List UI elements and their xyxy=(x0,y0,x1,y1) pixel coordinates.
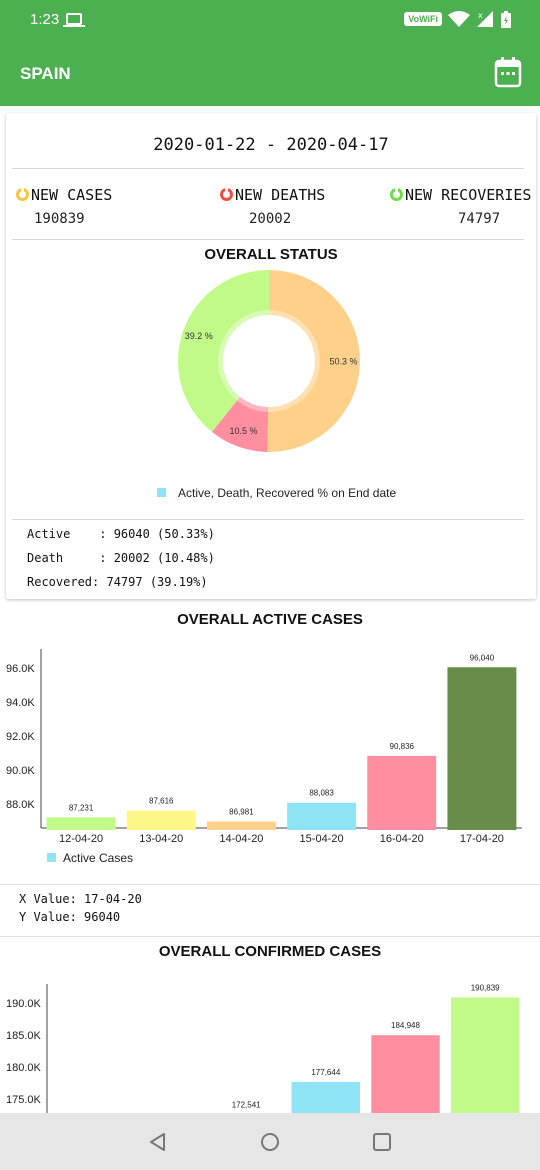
date-range[interactable]: 2020-01-22 - 2020-04-17 xyxy=(153,135,389,155)
back-icon[interactable] xyxy=(148,1132,168,1152)
pie-slice-active xyxy=(267,270,360,452)
active-x-tick: 13-04-20 xyxy=(139,833,183,845)
pie-legend-label: Active, Death, Recovered % on End date xyxy=(178,486,397,500)
confirmed-cases-chart[interactable]: 175.0K 180.0K 185.0K 190.0K 172,541 177,644 18… xyxy=(0,970,540,1113)
status-line-recovered: Recovered: 74797 (39.19%) xyxy=(27,575,208,589)
active-x-tick: 16-04-20 xyxy=(380,833,424,845)
confirmed-bar xyxy=(371,1035,440,1113)
status-icons: VoWiFi x xyxy=(404,10,512,28)
overall-status-title: OVERALL STATUS xyxy=(204,246,338,263)
active-data-label: 87,616 xyxy=(149,797,174,806)
battery-icon xyxy=(501,11,511,28)
active-cases-title: OVERALL ACTIVE CASES xyxy=(177,611,363,628)
active-bar xyxy=(126,810,196,830)
active-y-tick: 92.0K xyxy=(6,731,35,743)
divider xyxy=(0,936,540,937)
active-y-tick: 96.0K xyxy=(6,663,35,675)
confirmed-y-tick: 180.0K xyxy=(6,1062,42,1074)
confirmed-data-label: 190,839 xyxy=(471,983,500,992)
active-x-tick: 14-04-20 xyxy=(219,833,263,845)
active-x-tick: 15-04-20 xyxy=(300,833,344,845)
pie-label: 39.2 % xyxy=(185,331,213,341)
confirmed-y-tick: 175.0K xyxy=(6,1094,42,1106)
legend-swatch xyxy=(47,853,56,862)
active-data-label: 90,836 xyxy=(390,742,415,751)
active-legend-label: Active Cases xyxy=(63,851,134,865)
divider xyxy=(0,884,540,885)
active-bar xyxy=(206,821,276,830)
pie-hole xyxy=(223,315,315,407)
active-x-tick: 12-04-20 xyxy=(59,833,103,845)
laptop-icon xyxy=(63,13,85,27)
recents-icon[interactable] xyxy=(372,1132,392,1152)
active-y-tick: 94.0K xyxy=(6,697,35,709)
active-y-tick: 90.0K xyxy=(6,765,35,777)
country-title: SPAIN xyxy=(20,64,71,83)
new-recoveries-value: 74797 xyxy=(458,211,501,227)
svg-text:x: x xyxy=(478,11,483,20)
legend-swatch xyxy=(157,488,166,497)
wifi-icon xyxy=(448,11,470,27)
new-deaths-label-text: NEW DEATHS xyxy=(235,186,326,204)
new-deaths-value: 20002 xyxy=(249,211,292,227)
vowifi-badge: VoWiFi xyxy=(404,12,442,26)
pie-slice-recovered xyxy=(178,270,269,432)
divider xyxy=(12,519,524,520)
active-data-label: 87,231 xyxy=(69,803,94,812)
active-cases-chart[interactable]: 88.0K 90.0K 92.0K 94.0K 96.0K 87,231 12-04-20 8… xyxy=(0,640,540,850)
confirmed-data-label: 172,541 xyxy=(232,1101,261,1110)
active-data-label: 86,981 xyxy=(229,808,254,817)
active-bar xyxy=(46,817,116,830)
new-cases-label: NEW CASES xyxy=(16,186,112,204)
pie-slice-death xyxy=(211,396,269,452)
new-deaths-label: NEW DEATHS xyxy=(220,186,325,204)
active-data-label: 96,040 xyxy=(470,653,495,662)
status-time: 1:23 xyxy=(30,11,60,28)
confirmed-data-label: 184,948 xyxy=(391,1021,420,1030)
active-bar xyxy=(447,667,517,830)
status-bar: 1:23 VoWiFi x xyxy=(0,0,540,42)
new-cases-value: 190839 xyxy=(34,211,85,227)
confirmed-y-tick: 190.0K xyxy=(6,998,42,1010)
active-y-tick: 88.0K xyxy=(6,799,35,811)
status-line-death: Death : 20002 (10.48%) xyxy=(27,551,215,565)
pie-legend: Active, Death, Recovered % on End date xyxy=(157,486,396,500)
confirmed-cases-title: OVERALL CONFIRMED CASES xyxy=(158,943,382,960)
home-icon[interactable] xyxy=(259,1131,281,1153)
navigation-bar xyxy=(0,1113,540,1170)
summary-card: 2020-01-22 - 2020-04-17 NEW CASES 190839… xyxy=(6,113,536,599)
y-value-readout: Y Value: 96040 xyxy=(19,910,121,924)
calendar-icon[interactable] xyxy=(494,56,522,88)
confirmed-bar xyxy=(291,1082,361,1113)
active-x-tick: 17-04-20 xyxy=(460,833,504,845)
pie-label: 10.5 % xyxy=(230,426,258,436)
confirmed-y-tick: 185.0K xyxy=(6,1030,42,1042)
divider xyxy=(12,168,524,169)
active-data-label: 88,083 xyxy=(309,789,334,798)
pie-label: 50.3 % xyxy=(329,357,357,367)
overall-status-pie[interactable]: 50.3 % 10.5 % 39.2 % xyxy=(169,269,369,459)
confirmed-bar xyxy=(450,997,520,1113)
active-bar xyxy=(367,755,437,830)
signal-icon: x xyxy=(477,11,493,27)
new-recoveries-icon xyxy=(390,187,403,201)
new-cases-icon xyxy=(16,187,29,201)
divider xyxy=(12,239,524,240)
active-legend: Active Cases xyxy=(47,851,133,865)
x-value-readout: X Value: 17-04-20 xyxy=(19,892,142,906)
new-recoveries-label-text: NEW RECOVERIES xyxy=(405,186,532,204)
app-bar: SPAIN xyxy=(0,42,540,106)
active-bar xyxy=(287,802,357,830)
new-cases-label-text: NEW CASES xyxy=(31,186,113,204)
new-recoveries-label: NEW RECOVERIES xyxy=(390,186,531,204)
confirmed-data-label: 177,644 xyxy=(311,1068,340,1077)
status-line-active: Active : 96040 (50.33%) xyxy=(27,527,215,541)
new-deaths-icon xyxy=(220,187,233,201)
